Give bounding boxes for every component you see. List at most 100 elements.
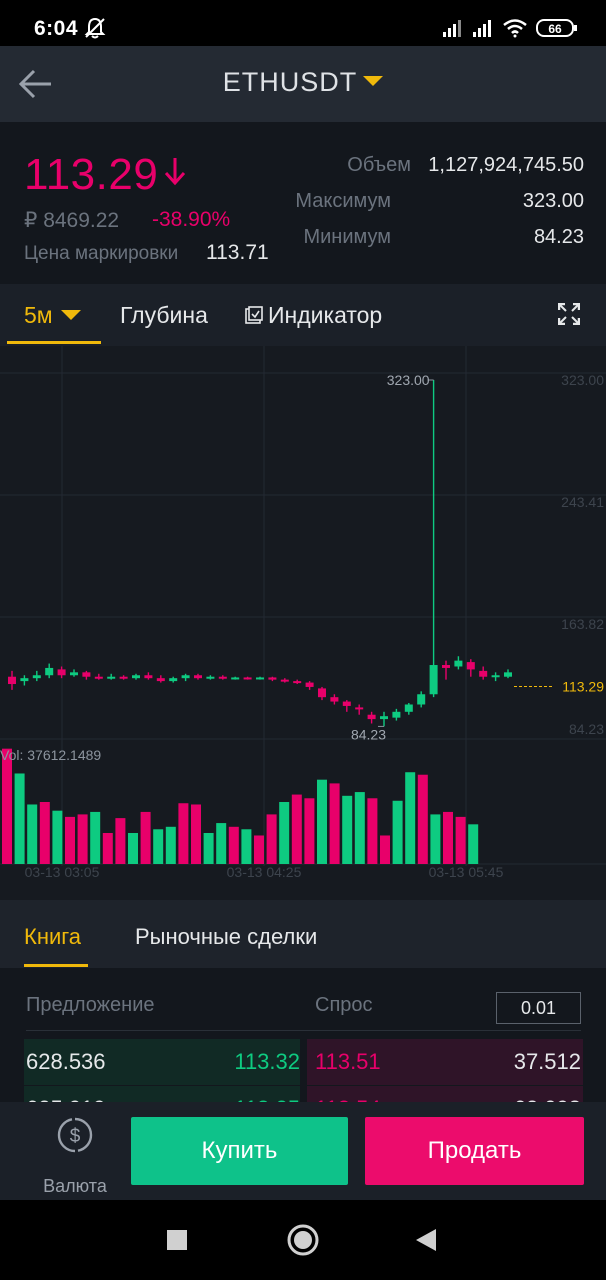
action-bar: $ Валюта Купить Продать <box>0 1102 606 1200</box>
pair-selector[interactable]: ETHUSDT <box>0 67 606 98</box>
home-icon[interactable] <box>286 1223 320 1257</box>
candlestick-chart[interactable]: 323.00 243.41 163.82 84.23 03-13 03:05 03-13 … <box>0 346 606 900</box>
candle-body <box>194 675 202 679</box>
volume-bar <box>354 792 365 864</box>
volume-bar <box>317 779 327 864</box>
currency-exchange-icon: $ <box>57 1117 93 1153</box>
buy-button[interactable]: Купить <box>131 1117 348 1185</box>
order-row-left[interactable]: 628.536 113.32 <box>24 1039 300 1085</box>
candle-body <box>132 675 140 679</box>
back-icon[interactable] <box>414 1227 438 1253</box>
candle-body <box>318 688 326 698</box>
caret-down-icon <box>363 75 384 86</box>
order-row-left[interactable]: 625.919 113.25 <box>24 1086 300 1104</box>
mark-price-label: Цена маркировки <box>24 243 179 264</box>
low-label: Минимум <box>303 226 391 248</box>
candle-body <box>479 670 488 677</box>
sell-button[interactable]: Продать <box>365 1117 584 1185</box>
recents-icon[interactable] <box>165 1228 189 1252</box>
x-tick-label: 03-13 05:45 <box>429 864 504 880</box>
volume-bar <box>128 833 138 864</box>
candle-body <box>404 704 413 712</box>
status-icons: 66 <box>442 17 578 39</box>
tab-underline <box>7 341 101 344</box>
tab-order-book[interactable]: Книга <box>24 924 82 949</box>
candle-body <box>8 676 16 685</box>
volume-bar <box>468 824 479 864</box>
battery-level: 66 <box>548 22 562 36</box>
top-bar: ETHUSDT <box>0 46 606 122</box>
wifi-icon <box>503 19 527 38</box>
mute-bell-icon <box>84 17 106 39</box>
volume-bar <box>279 802 290 864</box>
candle-body <box>206 676 215 679</box>
candle-body <box>107 676 116 679</box>
high-value: 323.00 <box>522 190 584 212</box>
volume-bar <box>27 804 38 864</box>
candle-body <box>504 672 512 677</box>
chart-candles <box>8 380 512 727</box>
interval-selector[interactable]: 5м <box>24 302 81 329</box>
back-arrow-icon[interactable] <box>18 66 54 102</box>
candle-body <box>268 677 277 680</box>
volume-bar <box>178 803 189 864</box>
candle-body <box>57 669 66 676</box>
candle-body <box>156 678 165 682</box>
order-qty: 628.536 <box>26 1049 106 1074</box>
fullscreen-icon[interactable] <box>558 303 580 325</box>
chart-volumes <box>2 748 479 864</box>
y-tick-label: 84.23 <box>569 721 604 737</box>
tab-indicator[interactable]: Индикатор <box>245 302 382 329</box>
high-marker-label: 323.00 <box>387 372 430 388</box>
volume-bar <box>254 835 264 864</box>
volume-value: 1,127,924,745.50 <box>428 154 584 176</box>
price-rub: ₽ 8469.22 <box>24 209 120 232</box>
indicator-icon <box>245 306 263 324</box>
candle-body <box>442 665 450 668</box>
volume-bar <box>455 816 466 864</box>
signal-icon-2 <box>473 20 491 37</box>
ask-header: Предложение <box>26 994 155 1016</box>
volume-bar <box>430 814 441 864</box>
order-row-right[interactable]: 113.54 62.093 <box>307 1086 583 1104</box>
volume-bar <box>392 800 403 864</box>
order-qty: 625.919 <box>26 1086 106 1104</box>
signal-icon <box>443 20 461 37</box>
y-tick-label: 323.00 <box>561 372 604 388</box>
y-tick-label: 163.82 <box>561 616 604 632</box>
mark-price-value: 113.71 <box>206 241 269 264</box>
candle-body <box>293 681 302 684</box>
chart-labels: 323.00 243.41 163.82 84.23 03-13 03:05 03-13 … <box>25 372 605 880</box>
candle-body <box>231 677 240 680</box>
volume-bar <box>65 816 75 864</box>
volume-readout: Vol: 37612.1489 <box>0 747 102 763</box>
candle-body <box>20 678 29 682</box>
tab-underline <box>24 964 88 967</box>
candle-body <box>218 676 227 679</box>
volume-bar <box>191 804 201 864</box>
order-book: Предложение Спрос 0.01 628.536 113.32 11… <box>0 968 606 1104</box>
candle-body <box>330 697 339 702</box>
volume-bar <box>2 748 12 864</box>
volume-label: Объем <box>347 154 411 176</box>
volume-bar <box>405 772 416 864</box>
order-row-right[interactable]: 113.51 37.512 <box>307 1039 583 1085</box>
last-price-label: 113.29 <box>562 679 604 695</box>
precision-selector[interactable]: 0.01 <box>496 992 581 1024</box>
volume-bar <box>342 795 353 864</box>
tab-depth[interactable]: Глубина <box>120 302 208 328</box>
chart-canvas: 323.00 243.41 163.82 84.23 03-13 03:05 03-13 … <box>0 346 606 880</box>
order-price: 113.25 <box>234 1086 300 1104</box>
book-tabs: Книга Рыночные сделки <box>0 900 606 968</box>
volume-bar <box>216 823 227 864</box>
volume-bar <box>165 826 176 864</box>
candle-body <box>256 677 264 680</box>
candle-body <box>32 675 41 679</box>
y-tick-label: 243.41 <box>561 494 604 510</box>
candle-body <box>392 711 401 718</box>
tab-market-trades[interactable]: Рыночные сделки <box>135 924 318 949</box>
currency-button[interactable]: $ Валюта <box>32 1116 118 1196</box>
bid-header: Спрос <box>315 994 373 1016</box>
low-marker-label: 84.23 <box>351 726 386 742</box>
candle-body <box>417 694 426 705</box>
